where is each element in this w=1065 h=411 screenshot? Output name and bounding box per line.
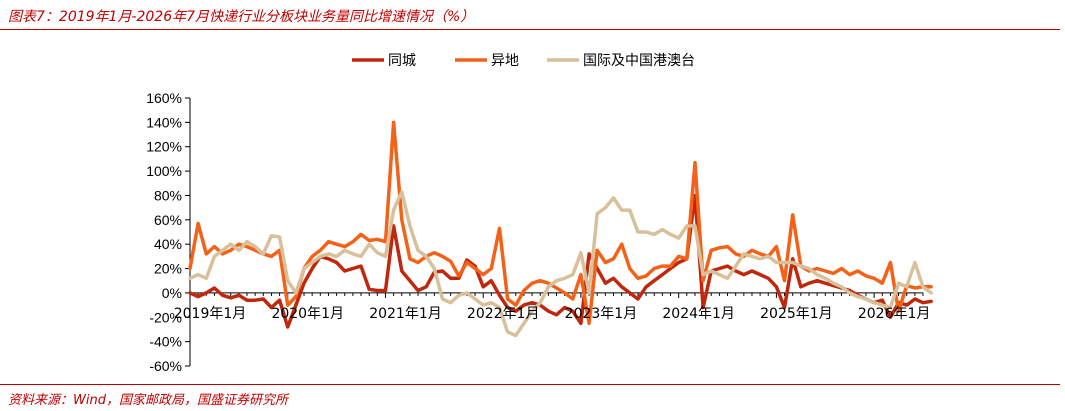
legend-label-international: 国际及中国港澳台 [583, 53, 695, 69]
y-tick-label: 120% [146, 139, 182, 155]
footer-rule [0, 384, 1060, 385]
axes: 160% 140% 120% 100% 80% 60% 40% 20% 0% -20% -40% -6… [146, 90, 924, 374]
y-tick-label: 0% [162, 285, 182, 301]
series-line-2 [188, 190, 933, 338]
series-line-0 [188, 193, 933, 329]
legend: 同城 异地 国际及中国港澳台 [352, 53, 695, 69]
y-tick-label: 100% [146, 163, 182, 179]
y-tick-label: 80% [154, 187, 182, 203]
y-tick-label: 140% [146, 114, 182, 130]
y-tick-label: 60% [154, 212, 182, 228]
y-tick-label: -60% [149, 358, 182, 374]
series-lines [188, 120, 933, 338]
x-tick-label: 2026年1月 [858, 306, 931, 322]
y-tick-label: 40% [154, 236, 182, 252]
y-tick-label: -40% [149, 334, 182, 350]
source-note: 资料来源：Wind，国家邮政局，国盛证券研究所 [8, 393, 288, 408]
legend-label-inter-city: 异地 [491, 53, 519, 69]
y-tick-label: 160% [146, 90, 182, 106]
chart-title: 图表7：2019年1月-2026年7月快递行业分板块业务量同比增速情况（%） [8, 9, 475, 25]
series-line-1 [188, 120, 933, 326]
y-tick-label: -20% [149, 309, 182, 325]
x-tick-label: 2020年1月 [271, 306, 344, 322]
x-tick-label: 2025年1月 [760, 306, 833, 322]
x-tick-label: 2019年1月 [174, 306, 247, 322]
x-tick-label: 2024年1月 [662, 306, 735, 322]
title-rule [0, 29, 1060, 30]
legend-label-intra-city: 同城 [388, 53, 416, 69]
x-tick-labels: 2019年1月 2020年1月 2021年1月 2022年1月 2023年1月 2024年… [174, 306, 931, 322]
y-tick-label: 20% [154, 261, 182, 277]
x-tick-label: 2022年1月 [467, 306, 540, 322]
x-tick-label: 2021年1月 [369, 306, 442, 322]
x-tick-label: 2023年1月 [565, 306, 638, 322]
